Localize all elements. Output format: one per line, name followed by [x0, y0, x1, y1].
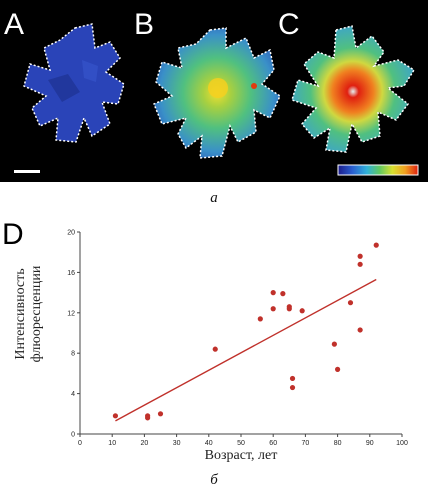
x-tick-label: 20 [141, 440, 149, 447]
data-point [289, 375, 296, 382]
y-tick-label: 8 [71, 351, 75, 358]
panel-a: A [4, 8, 125, 173]
x-tick-label: 50 [237, 440, 245, 447]
x-tick-label: 40 [205, 440, 213, 447]
y-axis-label-line-2: флюоресценции [29, 265, 44, 362]
x-tick-label: 100 [396, 440, 408, 447]
y-axis-label: Интенсивность флюоресценции [13, 265, 44, 362]
scale-bar [14, 170, 40, 173]
caption-b: б [210, 472, 218, 488]
data-point [357, 261, 363, 267]
y-tick-label: 4 [71, 391, 75, 398]
scatter-chart: D Интенсивность флюоресценции Возраст, л… [2, 218, 408, 463]
panel-c: C [278, 8, 419, 176]
retina-a-shading [48, 74, 80, 102]
plot-area: 0 10 20 30 40 50 60 70 80 90 100 0 4 8 12 16 20 [67, 230, 408, 448]
data-point [331, 341, 337, 347]
data-point [270, 306, 276, 312]
y-axis-label-line-1: Интенсивность [13, 268, 28, 359]
retina-a-shading-2 [82, 60, 98, 82]
trend-line [115, 278, 377, 422]
data-point [270, 290, 276, 296]
chart-panel-letter: D [2, 218, 24, 251]
retina-flatmount-figure: A B C [0, 0, 428, 182]
colorbar [337, 164, 419, 176]
x-tick-label: 0 [78, 440, 82, 447]
retina-b-hotspot-2 [251, 83, 257, 89]
x-tick-label: 60 [269, 440, 277, 447]
data-point [145, 415, 151, 421]
data-point [335, 366, 341, 372]
retina-c-shape [291, 25, 416, 153]
data-point [299, 308, 305, 314]
x-axis-label: Возраст, лет [205, 448, 278, 463]
y-tick-label: 0 [71, 432, 75, 439]
data-point [286, 306, 292, 312]
panel-letter-c: C [278, 8, 300, 41]
panel-letter-b: B [134, 8, 154, 41]
panel-letter-a: A [4, 8, 24, 41]
panel-b: B [134, 8, 281, 159]
data-point [280, 291, 286, 297]
data-point [157, 411, 164, 417]
data-point [357, 253, 363, 259]
data-point [212, 346, 218, 352]
data-point [112, 413, 119, 419]
data-point [289, 384, 296, 391]
x-tick-label: 10 [108, 440, 116, 447]
retina-b-hotspot [208, 78, 228, 98]
x-tick-label: 30 [173, 440, 181, 447]
y-tick-label: 20 [67, 230, 75, 237]
x-tick-label: 80 [334, 440, 342, 447]
x-tick-label: 90 [366, 440, 374, 447]
data-point [357, 327, 363, 333]
data-point [347, 300, 354, 306]
data-point [257, 316, 263, 322]
y-tick-label: 16 [67, 270, 75, 277]
caption-a: а [210, 190, 218, 206]
y-tick-label: 12 [67, 310, 75, 317]
data-point [373, 242, 379, 248]
x-tick-label: 70 [302, 440, 310, 447]
